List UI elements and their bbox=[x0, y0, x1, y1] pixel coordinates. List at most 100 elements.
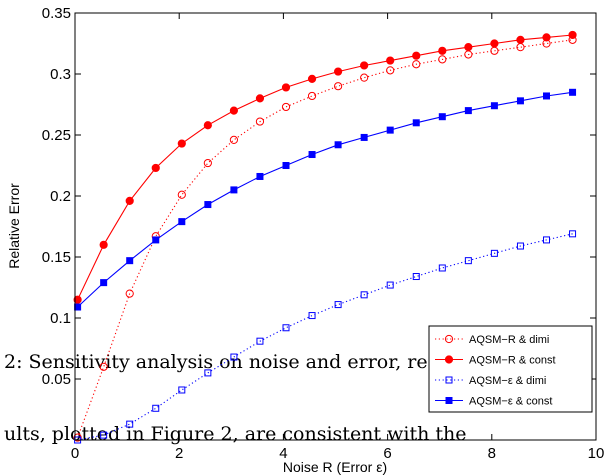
document-line-1: 2: Sensitivity analysis on noise and err… bbox=[4, 351, 471, 373]
legend-entry: AQSM−ε & dimi bbox=[435, 375, 546, 387]
legend-entry: AQSM−ε & const bbox=[435, 396, 552, 408]
series-2-line bbox=[77, 34, 573, 300]
series-4-point bbox=[490, 102, 498, 110]
series-2-point bbox=[542, 33, 551, 42]
series-2-point bbox=[568, 30, 577, 40]
series-4-point bbox=[360, 133, 368, 141]
x-tick-label: 6 bbox=[383, 445, 391, 462]
series-1-point bbox=[334, 82, 343, 91]
series-2-point bbox=[464, 43, 473, 52]
y-tick-label: 0.1 bbox=[50, 310, 71, 327]
series-3-point bbox=[334, 301, 342, 309]
legend-marker bbox=[445, 397, 453, 404]
plot-frame bbox=[74, 12, 597, 441]
series-2-point bbox=[386, 56, 395, 65]
series-2-point bbox=[203, 121, 212, 130]
series-2-point bbox=[438, 46, 447, 55]
series-3-point bbox=[126, 420, 134, 428]
series-2-point bbox=[177, 139, 186, 148]
series-1-point bbox=[281, 102, 291, 112]
legend-marker bbox=[445, 376, 453, 384]
series-2-point bbox=[412, 51, 421, 60]
series-2-point bbox=[151, 163, 160, 173]
series-2 bbox=[73, 30, 577, 304]
series-3-point bbox=[204, 369, 212, 377]
series-4-point bbox=[282, 162, 290, 169]
series-3-point bbox=[569, 230, 577, 238]
x-tick-label: 2 bbox=[175, 445, 183, 462]
series-3-point bbox=[152, 404, 160, 412]
series-3 bbox=[74, 230, 577, 444]
series-2-point bbox=[281, 83, 291, 92]
series-3-point bbox=[360, 291, 368, 299]
series-4-point bbox=[386, 126, 394, 134]
series-4-point bbox=[152, 236, 160, 244]
legend: AQSM−R & dimi AQSM−R & const AQSM−ε & dimi… bbox=[428, 325, 593, 413]
series-2-point bbox=[490, 39, 499, 48]
x-tick-label: 0 bbox=[71, 445, 79, 462]
y-tick-label: 0.2 bbox=[50, 188, 71, 205]
series-3-point bbox=[178, 386, 186, 394]
y-tick-label: 0.15 bbox=[42, 249, 71, 266]
series-4-line bbox=[77, 91, 573, 308]
y-tick-label: 0.3 bbox=[50, 66, 71, 83]
legend-label: AQSM−ε & dimi bbox=[469, 375, 546, 387]
y-tick-label: 0.05 bbox=[42, 371, 71, 388]
series-4-point bbox=[308, 151, 316, 159]
legend-marker bbox=[444, 334, 454, 344]
series-2-point bbox=[99, 240, 108, 249]
series-3-point bbox=[100, 431, 108, 439]
legend-label: AQSM−R & dimi bbox=[469, 334, 549, 346]
legend-marker bbox=[444, 355, 454, 364]
series-4-point bbox=[230, 186, 238, 194]
series-1-point bbox=[203, 158, 212, 168]
series-3-point bbox=[464, 257, 472, 265]
series-1-point bbox=[99, 362, 108, 371]
series-2-point bbox=[229, 106, 239, 115]
series-2-point bbox=[516, 35, 525, 44]
series-4-point bbox=[569, 88, 577, 96]
series-4-point bbox=[543, 92, 551, 100]
series-2-point bbox=[334, 67, 343, 76]
series-3-point bbox=[308, 312, 316, 320]
series-4-point bbox=[126, 257, 134, 265]
series-1-point bbox=[73, 433, 82, 442]
axis-ticks: 0 2 4 6 8 10 0.05 0.1 0.15 0.2 0.25 0.3 0.35 bbox=[42, 5, 605, 462]
series-4-point bbox=[178, 218, 186, 226]
series-2-point bbox=[307, 74, 317, 83]
series-1-point bbox=[229, 135, 239, 144]
series-4-point bbox=[256, 172, 264, 180]
series-3-point bbox=[230, 353, 238, 361]
series-4-point bbox=[204, 201, 212, 209]
legend-entry: AQSM−R & const bbox=[435, 355, 556, 367]
series-3-point bbox=[412, 273, 420, 281]
series-4-point bbox=[516, 97, 524, 105]
series-3-point bbox=[490, 249, 498, 257]
y-axis-label: Relative Error bbox=[6, 183, 22, 269]
x-tick-label: 10 bbox=[588, 445, 605, 462]
document-line-2: ults, plotted in Figure 2, are consisten… bbox=[4, 423, 466, 445]
series-1-point bbox=[412, 60, 421, 69]
series-1-point bbox=[255, 117, 265, 126]
legend-label: AQSM−ε & const bbox=[469, 396, 552, 408]
series-1-point bbox=[360, 73, 369, 82]
legend-box bbox=[428, 325, 593, 413]
series-4-point bbox=[412, 119, 420, 127]
series-3-point bbox=[438, 264, 446, 272]
series-1-point bbox=[438, 55, 447, 64]
series-4-point bbox=[100, 279, 108, 287]
plot-series bbox=[73, 30, 577, 444]
series-4-point bbox=[438, 113, 446, 121]
series-2-point bbox=[125, 196, 134, 205]
series-1-point bbox=[307, 91, 317, 101]
series-1-point bbox=[177, 190, 186, 199]
y-tick-label: 0.25 bbox=[42, 127, 71, 144]
series-3-point bbox=[543, 236, 551, 244]
series-1-point bbox=[386, 66, 395, 75]
series-2-point bbox=[255, 94, 265, 103]
series-4-point bbox=[334, 141, 342, 149]
background-document-text: 2: Sensitivity analysis on noise and err… bbox=[4, 351, 471, 445]
series-3-point bbox=[256, 337, 264, 345]
series-3-point bbox=[516, 242, 524, 250]
